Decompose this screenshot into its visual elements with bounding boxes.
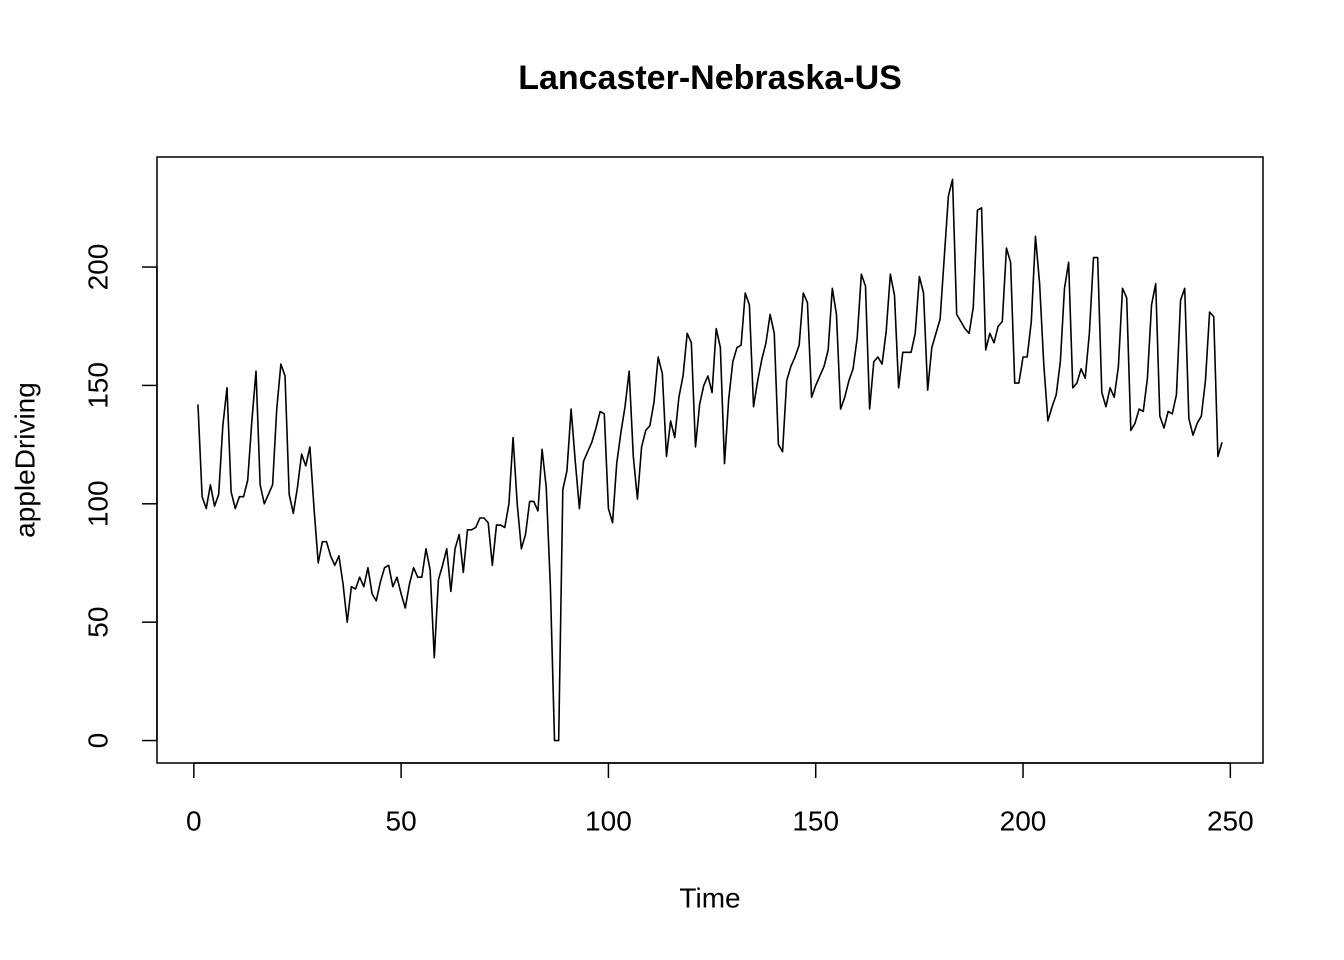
y-tick-label: 100 — [82, 480, 113, 527]
x-tick-label: 150 — [792, 805, 839, 836]
y-axis-label: appleDriving — [9, 382, 40, 538]
y-tick-label: 50 — [82, 607, 113, 638]
series-line — [197, 178, 1223, 742]
y-tick-label: 200 — [82, 244, 113, 291]
x-tick-label: 200 — [1000, 805, 1047, 836]
x-tick-label: 50 — [386, 805, 417, 836]
x-tick-label: 250 — [1207, 805, 1254, 836]
y-tick-label: 150 — [82, 362, 113, 409]
x-tick-label: 100 — [585, 805, 632, 836]
y-tick-label: 0 — [82, 733, 113, 749]
x-tick-label: 0 — [186, 805, 202, 836]
plot-frame — [156, 156, 1264, 764]
x-axis-label: Time — [679, 882, 740, 913]
chart-title: Lancaster-Nebraska-US — [518, 59, 902, 97]
